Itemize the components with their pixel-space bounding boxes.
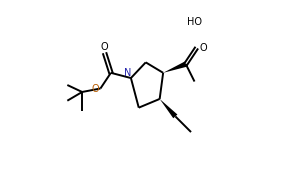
Text: HO: HO bbox=[187, 17, 202, 27]
Text: O: O bbox=[92, 84, 99, 93]
Text: O: O bbox=[101, 42, 108, 52]
Text: O: O bbox=[199, 43, 207, 53]
Polygon shape bbox=[160, 99, 177, 118]
Polygon shape bbox=[163, 61, 187, 73]
Text: N: N bbox=[124, 68, 132, 78]
